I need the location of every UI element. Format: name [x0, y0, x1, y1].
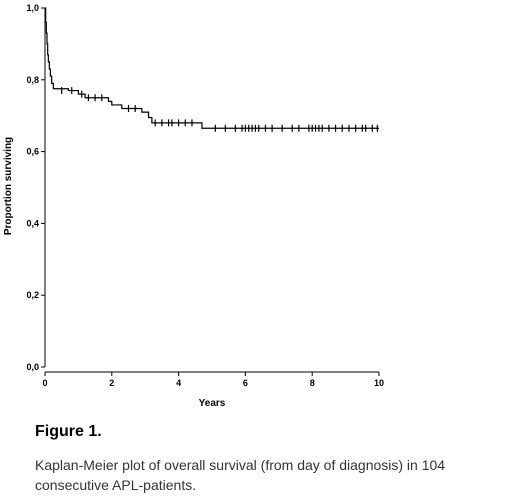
y-axis-title: Proportion surviving — [3, 137, 14, 235]
plot-area — [45, 7, 379, 132]
figure-title: Figure 1. — [35, 423, 102, 440]
figure-caption: Kaplan-Meier plot of overall survival (f… — [35, 457, 446, 493]
survival-curve — [45, 7, 379, 129]
y-axis: 0,0 0,2 0,4 0,6 0,8 1,0 — [26, 3, 46, 372]
x-axis-title: Years — [199, 398, 226, 409]
y-tick-label: 0,4 — [26, 218, 39, 228]
y-tick-label: 1,0 — [26, 3, 39, 13]
y-tick-label: 0,2 — [26, 290, 39, 300]
x-tick-label: 2 — [109, 378, 114, 388]
x-tick-label: 0 — [42, 378, 47, 388]
x-tick-label: 6 — [243, 378, 248, 388]
x-tick-label: 8 — [310, 378, 315, 388]
x-tick-label: 4 — [176, 378, 181, 388]
y-tick-label: 0,6 — [26, 147, 39, 157]
x-axis: 0 2 4 6 8 10 — [42, 371, 384, 388]
survival-chart: 0,0 0,2 0,4 0,6 0,8 1,0 0 2 4 6 8 10 Years Proport… — [3, 3, 384, 409]
y-tick-label: 0,8 — [26, 75, 39, 85]
y-tick-label: 0,0 — [26, 362, 39, 372]
x-tick-label: 10 — [374, 378, 384, 388]
